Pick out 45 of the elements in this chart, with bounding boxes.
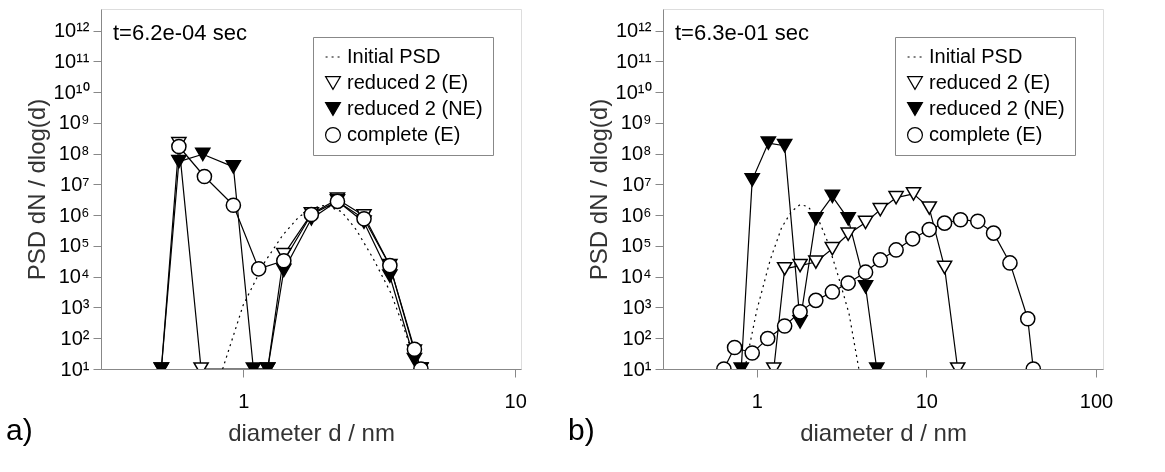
y-tick-label: 10⁵ xyxy=(58,234,90,257)
y-tick-label: 10¹² xyxy=(53,19,90,42)
x-axis-title: diameter d / nm xyxy=(228,418,395,446)
y-tick-label: 10⁴ xyxy=(620,265,652,288)
y-tick-label: 10² xyxy=(60,326,90,349)
legend-label: reduced 2 (E) xyxy=(929,71,1051,93)
y-tick-label: 10³ xyxy=(622,295,652,318)
x-axis-title: diameter d / nm xyxy=(800,418,967,446)
y-tick-label: 10¹ xyxy=(60,357,90,380)
y-axis-title: PSD dN / dlog(d) xyxy=(22,98,50,281)
y-tick-label: 10⁹ xyxy=(620,111,652,134)
legend-label: reduced 2 (NE) xyxy=(929,97,1065,119)
y-tick-label: 10⁹ xyxy=(58,111,90,134)
y-tick-label: 10¹¹ xyxy=(53,49,90,72)
y-tick-label: 10² xyxy=(622,326,652,349)
legend-label: Initial PSD xyxy=(929,45,1023,67)
y-tick-label: 10⁸ xyxy=(620,142,652,165)
text: a) xyxy=(6,413,33,446)
legend-label: reduced 2 (NE) xyxy=(347,97,483,119)
annotation: t=6.2e-04 sec xyxy=(113,20,247,45)
x-tick-label: 100 xyxy=(1079,389,1114,412)
y-tick-label: 10⁷ xyxy=(60,172,90,195)
x-tick-label: 1 xyxy=(751,389,763,412)
y-tick-label: 10¹⁰ xyxy=(53,80,90,103)
y-axis-title: PSD dN / dlog(d) xyxy=(584,98,612,281)
y-tick-label: 10⁴ xyxy=(58,265,90,288)
legend-label: complete (E) xyxy=(929,123,1043,145)
legend-label: Initial PSD xyxy=(347,45,441,67)
annotation: t=6.3e-01 sec xyxy=(675,20,809,45)
y-tick-label: 10¹⁰ xyxy=(615,80,652,103)
y-tick-label: 10⁵ xyxy=(620,234,652,257)
legend-label: complete (E) xyxy=(347,123,461,145)
x-tick-label: 10 xyxy=(504,389,527,412)
x-tick-label: 10 xyxy=(915,389,938,412)
y-tick-label: 10⁶ xyxy=(621,203,652,226)
y-tick-label: 10¹² xyxy=(615,19,652,42)
y-tick-label: 10⁶ xyxy=(59,203,90,226)
text: b) xyxy=(568,413,595,446)
y-tick-label: 10⁷ xyxy=(622,172,652,195)
y-tick-label: 10⁸ xyxy=(58,142,90,165)
x-tick-label: 1 xyxy=(238,389,250,412)
y-tick-label: 10¹¹ xyxy=(615,49,652,72)
legend-label: reduced 2 (E) xyxy=(347,71,469,93)
y-tick-label: 10³ xyxy=(60,295,90,318)
y-tick-label: 10¹ xyxy=(622,357,652,380)
